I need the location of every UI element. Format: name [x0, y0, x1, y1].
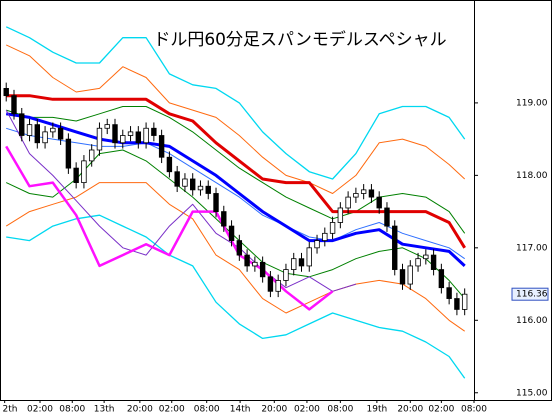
- x-tick-label: 13th: [94, 405, 115, 415]
- price-axis-frame: [474, 0, 552, 401]
- candle-body: [182, 178, 188, 187]
- x-tick-label: 20:00: [397, 405, 423, 415]
- x-tick-label: 20:00: [261, 405, 287, 415]
- y-tick-label: 116.00: [516, 316, 548, 326]
- candle-body: [345, 196, 351, 209]
- candle-body: [120, 135, 126, 144]
- x-tick-label: 02:00: [27, 405, 53, 415]
- candle-body: [454, 298, 460, 310]
- candle-body: [306, 247, 312, 267]
- candle-body: [166, 156, 173, 173]
- candle-body: [96, 127, 103, 151]
- last-price-label: 116.36: [516, 290, 548, 300]
- candle-body: [252, 261, 258, 267]
- candle-body: [384, 207, 390, 227]
- candle-body: [337, 207, 344, 223]
- candle-body: [244, 254, 250, 267]
- indicator-line: [6, 94, 466, 249]
- candle-body: [73, 167, 79, 184]
- y-tick-label: 119.00: [516, 98, 548, 108]
- candle-body: [65, 138, 72, 169]
- candle-body: [221, 211, 227, 227]
- x-tick-label: 02:00: [428, 405, 454, 415]
- x-tick-label: 08:00: [59, 405, 85, 415]
- candle-body: [34, 124, 40, 144]
- candle-body: [322, 232, 328, 241]
- candle-body: [360, 189, 367, 194]
- candle-body: [298, 258, 305, 267]
- candle-body: [104, 124, 110, 129]
- candle-body: [42, 131, 48, 144]
- candle-body: [143, 127, 149, 144]
- candle-body: [11, 95, 17, 115]
- candle-body: [461, 293, 468, 310]
- candle-body: [19, 113, 25, 136]
- x-tick-label: 08:00: [461, 405, 487, 415]
- candle-body: [392, 225, 398, 270]
- candle-body: [158, 135, 165, 158]
- candle-body: [26, 124, 33, 136]
- indicator-line: [5, 26, 466, 180]
- candle-body: [430, 254, 437, 270]
- candle-body: [376, 196, 382, 209]
- indicator-line: [6, 106, 466, 234]
- candle-body: [213, 193, 219, 212]
- candle-body: [446, 287, 452, 299]
- candle-body: [415, 258, 421, 267]
- candle-body: [438, 269, 445, 289]
- candle-body: [353, 193, 359, 198]
- candle-body: [3, 88, 9, 97]
- candle-body: [399, 269, 406, 285]
- candle-body: [127, 131, 134, 136]
- x-tick-label: 02:00: [294, 405, 320, 415]
- candle-body: [329, 222, 336, 234]
- x-tick-label: 14th: [230, 405, 251, 415]
- y-tick-label: 118.00: [516, 171, 548, 181]
- candle-body: [197, 185, 204, 191]
- candle-body: [88, 149, 95, 162]
- x-tick-label: 08:00: [194, 405, 220, 415]
- x-tick-label: 02:00: [159, 405, 185, 415]
- candle-body: [423, 254, 429, 260]
- y-tick-label: 117.00: [516, 243, 548, 253]
- y-tick-label: 115.00: [516, 388, 548, 398]
- candle-body: [151, 127, 157, 136]
- indicator-line: [5, 44, 466, 194]
- x-tick-label: 2th: [3, 405, 18, 415]
- candle-body: [135, 131, 142, 144]
- last-price-box: [511, 287, 549, 301]
- candle-body: [57, 127, 64, 140]
- candle-body: [283, 269, 289, 281]
- chart-title: ドル円60分足スパンモデルスペシャル: [153, 29, 446, 50]
- x-tick-label: 19th: [367, 405, 388, 415]
- indicator-line: [5, 109, 357, 292]
- candle-body: [275, 280, 281, 292]
- x-tick-label: 20:00: [127, 405, 153, 415]
- candle-body: [81, 160, 87, 184]
- candle-body: [50, 127, 56, 133]
- candle-body: [291, 258, 297, 270]
- candle-body: [228, 225, 235, 241]
- candle-body: [267, 276, 274, 292]
- plot-frame: [0, 0, 475, 401]
- candle-body: [174, 171, 180, 187]
- indicator-line: [5, 182, 465, 332]
- candle-body: [259, 261, 266, 278]
- candle-body: [236, 240, 243, 256]
- x-tick-label: 08:00: [327, 405, 353, 415]
- candle-body: [314, 240, 320, 249]
- candle-body: [190, 178, 196, 191]
- plot-area: [3, 26, 468, 379]
- candle-body: [407, 265, 413, 285]
- candle-body: [368, 189, 375, 198]
- indicator-line: [6, 214, 466, 379]
- candle-body: [112, 124, 118, 144]
- candle-body: [205, 185, 211, 194]
